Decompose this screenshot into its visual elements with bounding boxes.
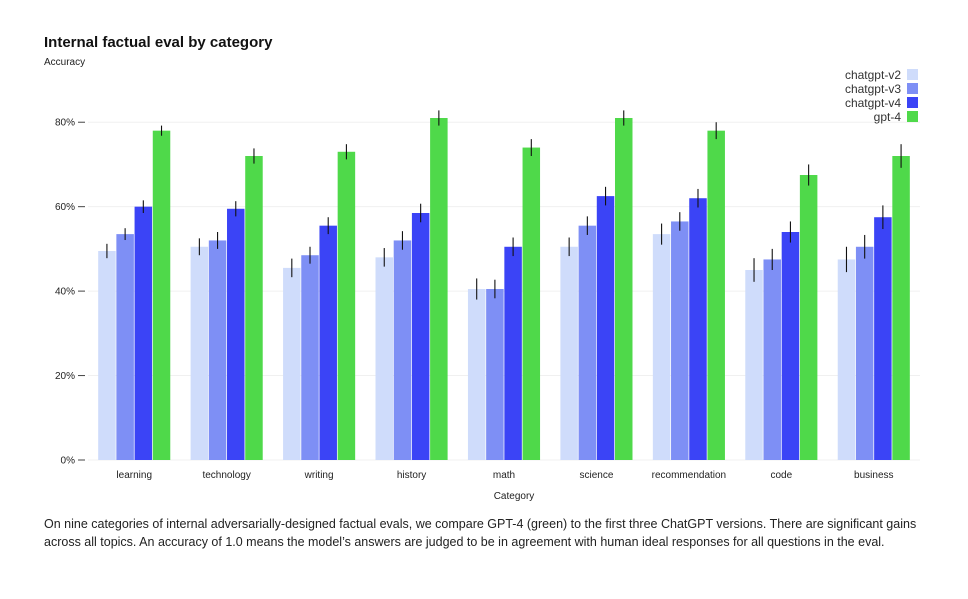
bar-gpt-4-history [430,118,448,460]
legend-label-chatgpt-v4: chatgpt-v4 [845,96,901,110]
bar-chatgpt-v4-history [411,213,430,460]
x-tick-label: business [854,470,893,481]
y-tick-label: 40% [55,287,75,298]
x-tick-label: writing [304,470,334,481]
bar-chatgpt-v4-technology [227,208,245,460]
bar-chatgpt-v3-science [578,225,597,460]
bar-chatgpt-v2-learning [98,251,116,460]
x-tick-label: technology [202,470,250,481]
bar-chatgpt-v3-business [855,246,874,460]
bar-chatgpt-v3-learning [116,234,134,460]
bar-chatgpt-v4-code [781,232,800,460]
legend-swatch-chatgpt-v3 [907,83,918,94]
bar-chatgpt-v3-recommendation [671,221,689,460]
legend-swatch-chatgpt-v2 [907,69,918,80]
bar-chatgpt-v2-recommendation [652,234,671,460]
y-axis-label: Accuracy [44,57,86,68]
bar-gpt-4-code [799,175,818,460]
legend-label-chatgpt-v2: chatgpt-v2 [845,68,901,82]
bar-chatgpt-v2-business [837,259,856,460]
bar-gpt-4-recommendation [707,130,725,460]
x-axis-label: Category [494,491,535,502]
bar-chart: 0% 20% 40% 60% 80% learning technology writing h… [55,68,920,502]
x-tick-label: code [770,470,792,481]
chart-caption: On nine categories of internal adversari… [44,517,917,549]
bar-chatgpt-v4-writing [319,225,337,460]
bar-chatgpt-v4-math [504,246,522,460]
bar-chatgpt-v3-math [486,289,504,460]
bar-chatgpt-v2-math [467,289,486,460]
bar-chatgpt-v4-science [596,196,615,460]
x-tick-label: history [397,470,426,481]
x-tick-label: math [493,470,515,481]
bar-chatgpt-v2-writing [283,267,301,460]
y-tick-label: 0% [61,456,76,467]
bar-chatgpt-v3-history [393,240,412,460]
bar-chatgpt-v2-science [560,246,578,460]
y-tick-label: 80% [55,118,75,129]
bar-chatgpt-v4-business [874,217,892,460]
bar-gpt-4-technology [245,156,263,460]
legend-swatch-gpt-4 [907,111,918,122]
legend-label-chatgpt-v3: chatgpt-v3 [845,82,901,96]
bar-gpt-4-science [614,118,633,460]
x-tick-label: science [579,470,613,481]
bar-chatgpt-v2-history [375,257,394,460]
chart-title: Internal factual eval by category [44,34,273,51]
bar-chatgpt-v2-code [745,270,763,460]
bar-gpt-4-business [892,156,910,460]
bar-gpt-4-learning [152,130,171,460]
x-tick-label: recommendation [652,470,726,481]
bar-chatgpt-v2-technology [190,246,209,460]
x-tick-label: learning [116,470,152,481]
y-tick-label: 20% [55,371,75,382]
y-tick-label: 60% [55,202,75,213]
bar-chatgpt-v4-learning [134,206,153,460]
bar-gpt-4-writing [337,151,356,460]
legend-swatch-chatgpt-v4 [907,97,918,108]
legend-label-gpt-4: gpt-4 [874,110,902,124]
bar-chatgpt-v3-code [763,259,781,460]
bar-chatgpt-v3-writing [301,255,319,460]
bar-chatgpt-v3-technology [208,240,227,460]
bar-chatgpt-v4-recommendation [689,198,707,460]
bar-gpt-4-math [522,147,541,461]
